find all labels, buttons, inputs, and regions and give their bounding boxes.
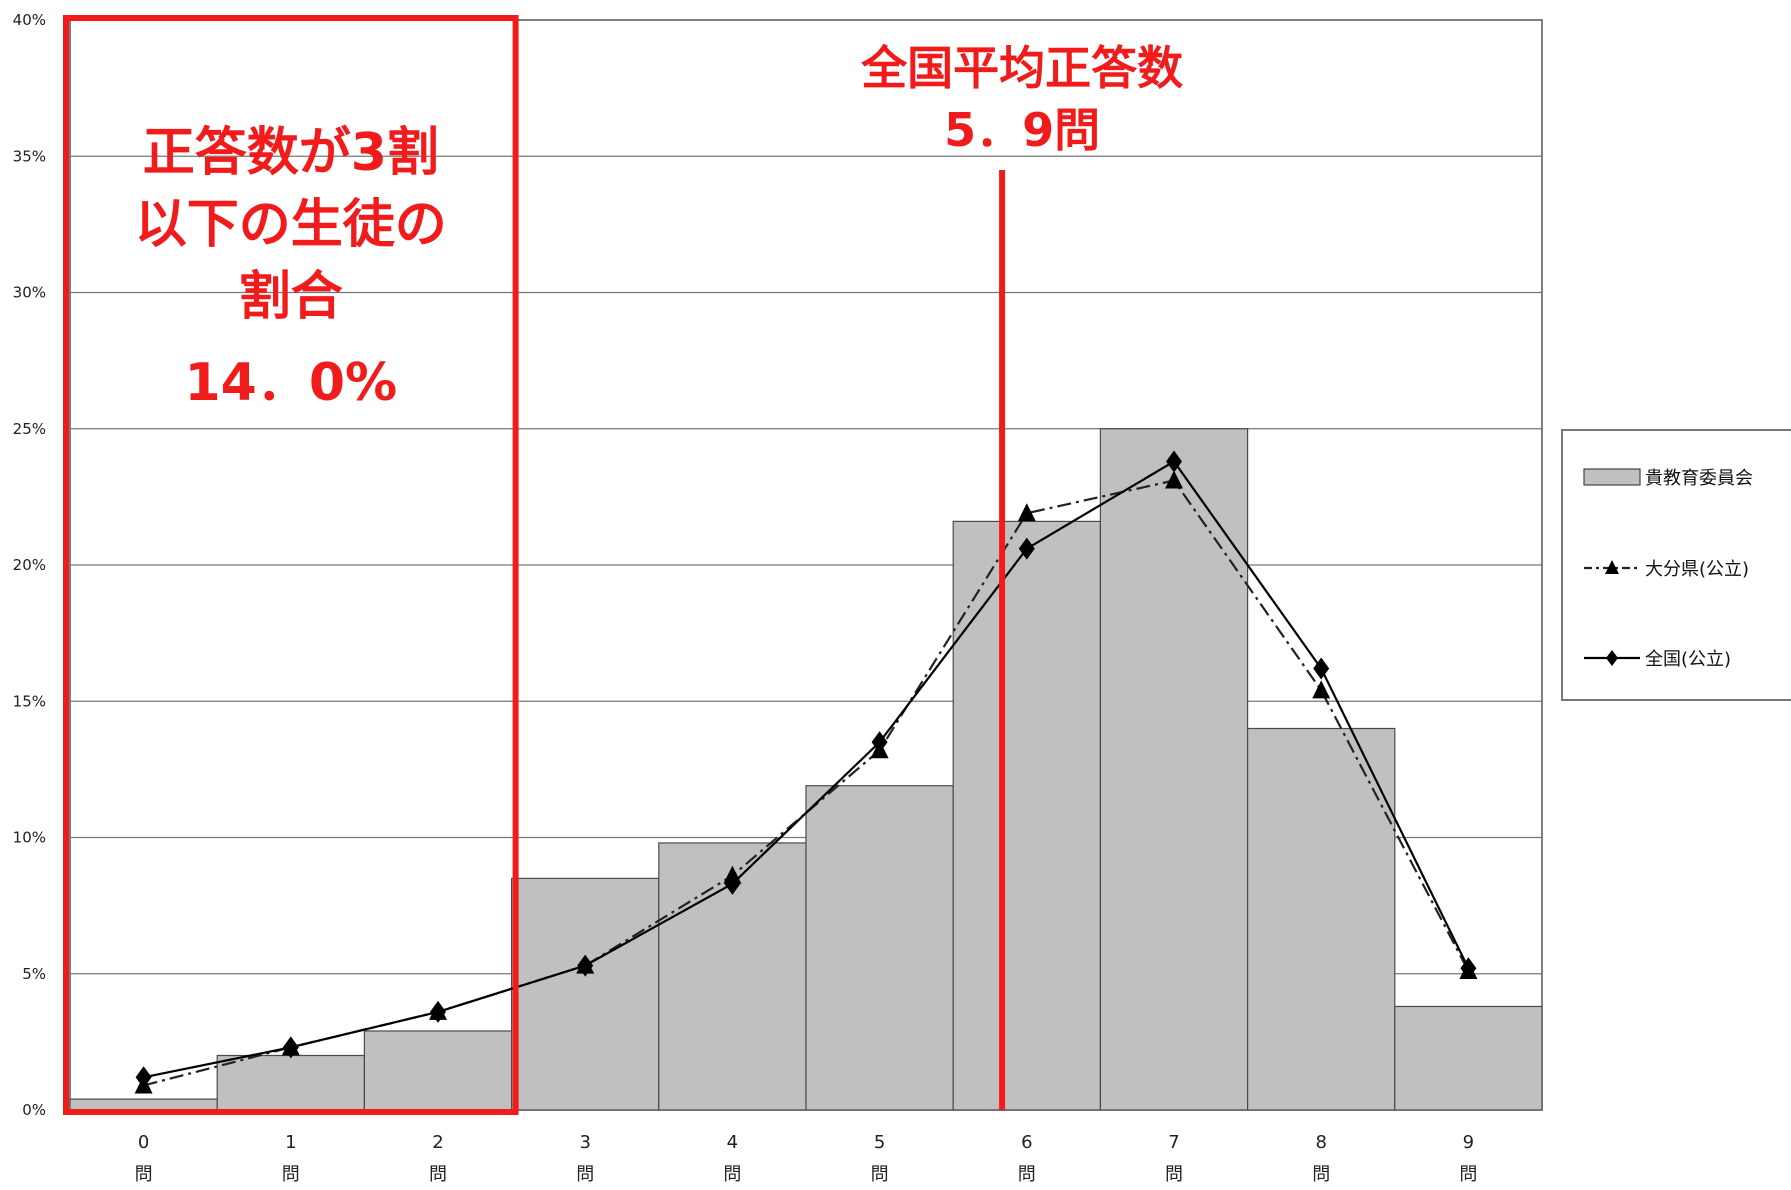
bar (363, 1030, 513, 1111)
data-point (430, 1000, 446, 1023)
x-tick-label: 3 (579, 1132, 590, 1153)
legend-label: 大分県(公立) (1645, 559, 1749, 580)
x-tick-unit: 問 (1459, 1164, 1477, 1185)
y-tick-label: 35% (13, 147, 46, 165)
legend-marker (1605, 560, 1619, 574)
data-point (135, 1066, 152, 1089)
bar (511, 877, 660, 1111)
highlight-text-line: 14．0% (184, 353, 397, 413)
data-point (1460, 957, 1477, 980)
y-tick-label: 20% (13, 556, 46, 574)
legend-swatch (1583, 468, 1641, 486)
x-tick-label: 2 (432, 1132, 443, 1153)
bar (1246, 727, 1396, 1111)
data-point (871, 731, 888, 754)
x-tick-unit: 問 (723, 1164, 741, 1185)
y-tick-label: 40% (13, 11, 46, 29)
x-tick-label: 9 (1463, 1132, 1474, 1153)
bar (216, 1054, 365, 1111)
highlight-text-line: 割合 (239, 267, 343, 327)
bar (952, 520, 1102, 1111)
y-tick-label: 5% (22, 965, 46, 983)
bar-series (69, 428, 1543, 1111)
highlight-text-line: 以下の生徒の (135, 195, 447, 255)
bar (1099, 428, 1249, 1111)
data-point (1313, 657, 1330, 680)
average-text-line: 全国平均正答数 (860, 41, 1183, 95)
data-point (724, 872, 741, 895)
x-tick-unit: 問 (576, 1164, 594, 1185)
y-axis-ticks: 0% 5% 10% 15% 20% 25% 30% 35% 40% (13, 11, 46, 1119)
x-tick-label: 8 (1315, 1132, 1326, 1153)
line-series (134, 450, 1478, 1094)
average-text-line: 5．9問 (944, 103, 1100, 157)
legend-marker (1606, 650, 1618, 666)
y-tick-label: 10% (13, 829, 46, 847)
x-tick-unit: 問 (871, 1164, 889, 1185)
legend-label: 貴教育委員会 (1645, 468, 1753, 489)
bar (805, 785, 954, 1111)
data-point (577, 954, 594, 977)
series-line (143, 459, 1470, 1079)
data-point (1166, 450, 1182, 473)
y-tick-label: 30% (13, 284, 46, 302)
y-tick-label: 0% (22, 1101, 46, 1119)
y-tick-label: 15% (13, 692, 46, 710)
data-point (1017, 503, 1036, 522)
y-tick-label: 25% (13, 420, 46, 438)
x-tick-unit: 問 (1018, 1164, 1036, 1185)
bar (1394, 1005, 1543, 1111)
x-tick-unit: 問 (1312, 1164, 1330, 1185)
data-point (1312, 680, 1331, 699)
x-tick-unit: 問 (429, 1164, 447, 1185)
data-point (1165, 470, 1183, 489)
bar (69, 1098, 218, 1111)
x-tick-label: 7 (1168, 1132, 1179, 1153)
x-tick-unit: 問 (1165, 1164, 1183, 1185)
x-tick-unit: 問 (135, 1164, 153, 1185)
data-point (282, 1036, 299, 1059)
data-point (1018, 537, 1035, 560)
x-tick-label: 4 (727, 1132, 738, 1153)
x-tick-label: 5 (874, 1132, 885, 1153)
x-tick-label: 1 (285, 1132, 296, 1153)
highlight-text-line: 正答数が3割 (143, 123, 439, 183)
x-axis-ticks: 0 問 1 問 2 問 3 問 4 問 5 問 6 問 7 問 8 問 9 問 (135, 1132, 1478, 1185)
legend-label: 全国(公立) (1645, 649, 1731, 670)
highlight-box (63, 15, 519, 1115)
x-tick-unit: 問 (282, 1164, 300, 1185)
x-tick-label: 0 (138, 1132, 149, 1153)
x-tick-label: 6 (1021, 1132, 1032, 1153)
